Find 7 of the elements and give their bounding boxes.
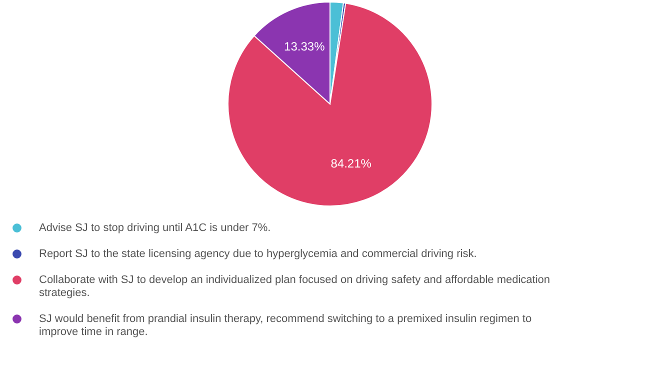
legend-label: Advise SJ to stop driving until A1C is under 7%.: [39, 222, 271, 234]
data-label: 84.21%: [330, 156, 372, 170]
legend-label: SJ would benefit from prandial insulin therapy, recommend switching to a premixed insulin regimen to improve time in range.: [39, 313, 532, 338]
pie-slice: [228, 2, 432, 206]
data-label: 13.33%: [284, 39, 326, 54]
legend-label: Collaborate with SJ to develop an individualized plan focused on driving safety and affordable medication strategies.: [39, 274, 550, 299]
legend-label: Report SJ to the state licensing agency due to hyperglycemia and commercial driving risk.: [39, 248, 477, 260]
